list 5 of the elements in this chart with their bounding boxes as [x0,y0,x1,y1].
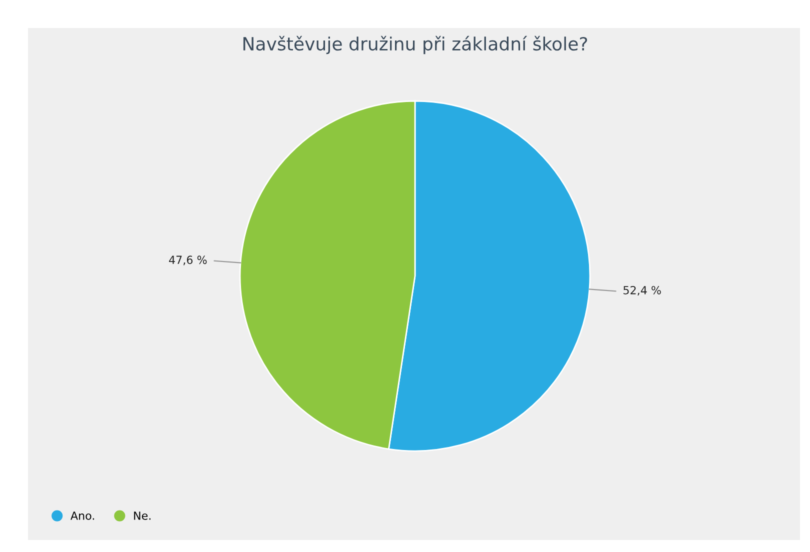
data-label: 52,4 % [624,286,661,296]
legend-label: Ne. [134,512,150,520]
chart-title: Navštěvuje družinu při základní škole? [243,36,588,54]
data-label: 47,6 % [169,256,207,266]
legend-label: Ano. [70,512,94,520]
